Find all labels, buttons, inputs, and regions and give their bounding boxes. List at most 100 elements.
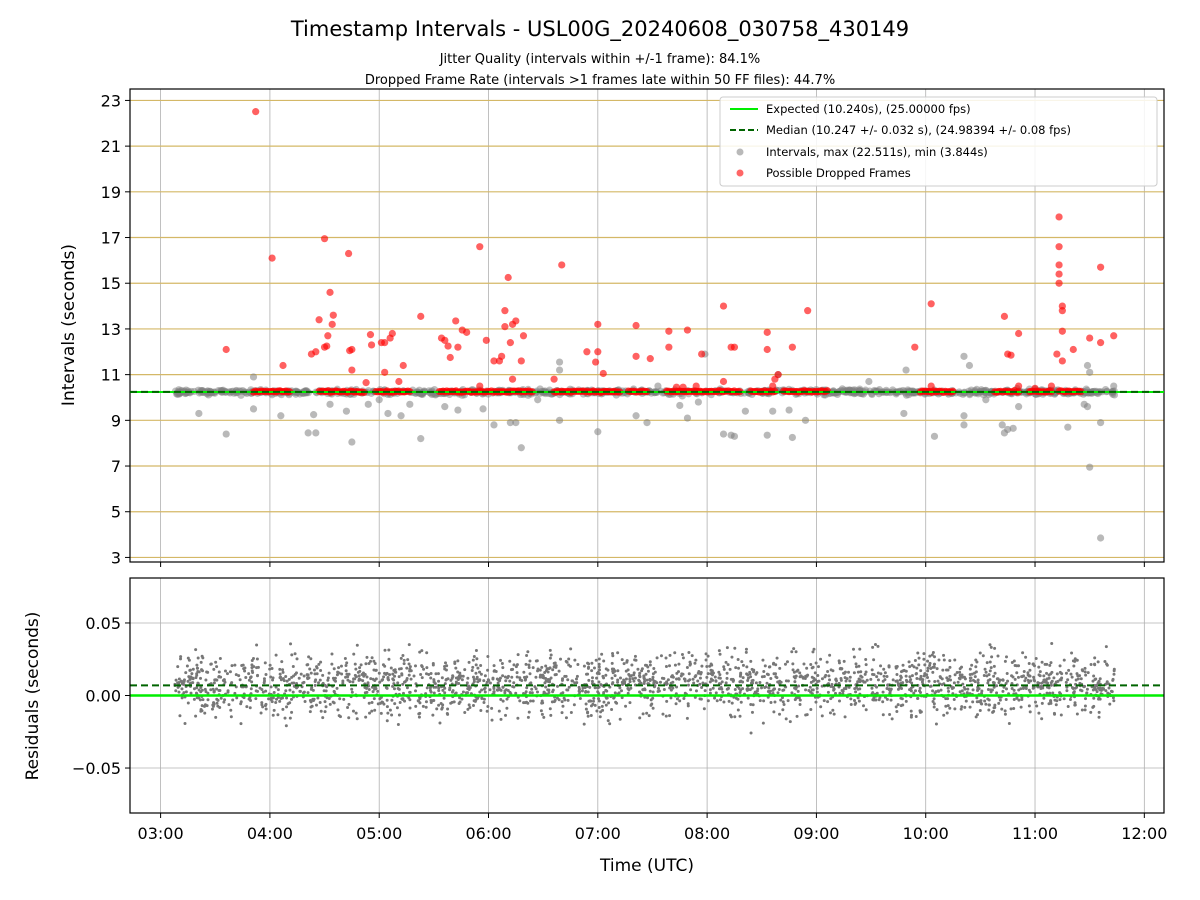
y-tick-label: 23	[101, 91, 121, 110]
residual-point	[546, 679, 550, 683]
residual-point	[814, 661, 818, 665]
residual-point	[285, 696, 289, 700]
residual-point	[870, 686, 874, 690]
residual-point	[551, 690, 555, 694]
residual-point	[515, 671, 519, 675]
residual-point	[456, 659, 460, 663]
residual-point	[736, 708, 740, 712]
residual-point	[909, 709, 913, 713]
residual-point	[422, 667, 426, 671]
residual-point	[711, 671, 715, 675]
residual-point	[287, 677, 291, 681]
residual-point	[478, 690, 482, 694]
residual-point	[305, 673, 309, 677]
residual-point	[234, 673, 238, 677]
dropped-frame-point	[252, 108, 260, 116]
residual-point	[357, 674, 361, 678]
residual-point	[985, 661, 989, 665]
residual-point	[1020, 675, 1024, 679]
residual-point	[983, 667, 987, 671]
residual-point	[709, 677, 713, 681]
residual-point	[536, 690, 540, 694]
residual-point	[437, 686, 441, 690]
residual-point	[195, 686, 199, 690]
residual-point	[544, 664, 548, 668]
residual-point	[366, 681, 370, 685]
dropped-frame-point	[326, 288, 334, 296]
residual-point	[306, 677, 310, 681]
residual-point	[1032, 675, 1036, 679]
residual-point	[842, 671, 846, 675]
residual-point	[933, 662, 937, 666]
residual-point	[1045, 677, 1049, 681]
residual-point	[1112, 672, 1116, 676]
interval-point	[348, 438, 356, 446]
residual-point	[853, 687, 857, 691]
residual-point	[794, 687, 798, 691]
residual-point	[745, 688, 749, 692]
residual-point	[355, 717, 359, 721]
residual-point	[217, 689, 221, 693]
dropped-frame-point	[763, 345, 771, 354]
interval-point	[741, 407, 749, 415]
residual-point	[1033, 679, 1037, 683]
residual-point	[928, 654, 932, 658]
residual-point	[337, 714, 341, 718]
residual-point	[186, 701, 190, 705]
residual-point	[963, 705, 967, 709]
residual-point	[727, 699, 731, 703]
residual-point	[632, 679, 636, 683]
residual-point	[620, 696, 624, 700]
residual-point	[827, 674, 831, 678]
residual-point	[908, 665, 912, 669]
residual-point	[741, 676, 745, 680]
residual-point	[401, 691, 405, 695]
residual-point	[1037, 665, 1041, 669]
residual-point	[597, 662, 601, 666]
residual-point	[408, 665, 412, 669]
residual-point	[478, 678, 482, 682]
residual-point	[981, 654, 985, 658]
residual-point	[636, 667, 640, 671]
residual-point	[985, 674, 989, 678]
residual-point	[309, 671, 313, 675]
residual-point	[354, 675, 358, 679]
residual-point	[499, 658, 503, 662]
residual-point	[848, 679, 852, 683]
residual-point	[385, 719, 389, 723]
residual-point	[250, 680, 254, 684]
residual-point	[750, 710, 754, 714]
residual-point	[347, 702, 351, 706]
residual-point	[576, 662, 580, 666]
residual-point	[700, 686, 704, 690]
residual-point	[974, 670, 978, 674]
residual-point	[429, 699, 433, 703]
residual-point	[518, 699, 522, 703]
dropped-frame-point	[1015, 329, 1023, 338]
residual-point	[809, 690, 813, 694]
residual-point	[730, 655, 734, 659]
residual-point	[990, 655, 994, 659]
residual-point	[475, 675, 479, 679]
residual-point	[178, 714, 182, 718]
residual-point	[444, 661, 448, 665]
residual-point	[1072, 664, 1076, 668]
residual-point	[993, 703, 997, 707]
dropped-frame-point	[476, 243, 484, 251]
residual-point	[600, 704, 604, 708]
residual-point	[1005, 672, 1009, 676]
residual-point	[978, 709, 982, 713]
residual-point	[988, 643, 992, 647]
residual-point	[367, 701, 371, 705]
residual-point	[200, 709, 204, 713]
residual-point	[526, 650, 530, 654]
residual-point	[290, 697, 294, 701]
residual-point	[216, 698, 220, 702]
residual-point	[1089, 710, 1093, 714]
residual-point	[633, 654, 637, 658]
residual-point	[769, 676, 773, 680]
residual-point	[751, 703, 755, 707]
residual-point	[440, 676, 444, 680]
interval-point	[195, 409, 203, 418]
residual-point	[1111, 678, 1115, 682]
